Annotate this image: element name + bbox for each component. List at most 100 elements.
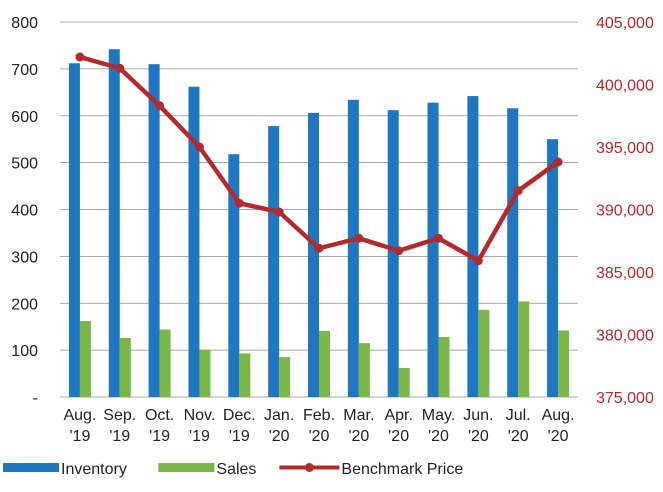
sales-bar (398, 367, 410, 397)
inventory-bar (507, 108, 519, 397)
x-axis-month-label: Nov. (184, 407, 216, 424)
x-axis-month-label: Sep. (103, 407, 136, 424)
x-axis-month-label: Feb. (303, 407, 335, 424)
x-axis-tick-label: Jun. '20 (463, 407, 493, 445)
sales-bar (199, 349, 211, 397)
right-axis-tick-label: 380,000 (596, 328, 654, 345)
right-axis: 375,000 380,000 385,000 390,000 395,000 400,0… (596, 15, 654, 407)
benchmark-price-point (394, 246, 404, 256)
sales-bar (159, 329, 171, 397)
sales-bar (478, 309, 490, 397)
benchmark-price-point (314, 243, 324, 253)
benchmark-price-point (234, 198, 244, 208)
benchmark-price-point (75, 52, 85, 62)
benchmark-price-point (274, 207, 284, 217)
legend-item-inventory: Inventory (3, 461, 127, 478)
right-axis-tick-label: 395,000 (596, 140, 654, 157)
x-axis-tick-label: May. '20 (422, 407, 455, 445)
legend-marker (304, 463, 314, 472)
right-axis-tick-label: 385,000 (596, 265, 654, 282)
inventory-bar (547, 139, 559, 397)
x-axis-tick-label: Jul. '20 (506, 407, 531, 445)
right-axis-tick-label: 405,000 (596, 15, 654, 32)
sales-bar (119, 337, 131, 397)
inventory-bar (387, 110, 399, 397)
inventory-bar (308, 112, 319, 397)
inventory-bar (347, 99, 359, 397)
price-line (75, 52, 563, 266)
benchmark-price-point (513, 186, 523, 196)
x-axis-year-label: '20 (388, 428, 409, 445)
sales-bar (239, 353, 251, 397)
x-axis-month-label: Jul. (506, 407, 531, 424)
sales-bar (558, 330, 570, 397)
left-axis-tick-label: 200 (11, 296, 38, 313)
x-axis-tick-label: Jan. '20 (264, 407, 294, 445)
inventory-bar (228, 154, 240, 397)
sales-bar (79, 321, 91, 397)
x-axis-year-label: '19 (229, 428, 250, 445)
legend: Inventory Sales Benchmark Price (3, 461, 463, 478)
left-axis-tick-label: 400 (11, 203, 38, 220)
sales-bar (518, 301, 530, 397)
legend-label: Sales (216, 461, 256, 478)
x-axis-year-label: '20 (548, 428, 569, 445)
left-axis-tick-label: - (33, 390, 38, 407)
inventory-bar (68, 63, 80, 397)
legend-swatch (158, 463, 215, 472)
inventory-bar (467, 96, 479, 397)
x-axis-tick-label: Aug. '19 (63, 407, 96, 445)
x-axis-tick-label: Nov. '19 (184, 407, 216, 445)
inventory-bar (427, 102, 439, 397)
left-axis: - 100 200 300 400 500 600 700 800 (11, 15, 38, 407)
x-axis-month-label: Jun. (463, 407, 493, 424)
x-axis-tick-label: Mar. '20 (343, 407, 374, 445)
x-axis-year-label: '19 (189, 428, 210, 445)
x-axis-year-label: '19 (149, 428, 170, 445)
right-axis-tick-label: 390,000 (596, 203, 654, 220)
left-axis-tick-label: 300 (11, 249, 38, 266)
x-axis-year-label: '19 (109, 428, 130, 445)
left-axis-tick-label: 700 (11, 62, 38, 79)
sales-bar (319, 330, 330, 397)
x-axis-tick-label: Aug. '20 (542, 407, 575, 445)
right-axis-tick-label: 375,000 (596, 390, 654, 407)
x-axis-tick-label: Feb. '20 (303, 407, 335, 445)
sales-bar (279, 357, 291, 397)
benchmark-price-point (473, 256, 483, 266)
x-axis-year-label: '20 (508, 428, 529, 445)
benchmark-price-point (553, 157, 563, 167)
inventory-bar (268, 126, 280, 397)
inventory-bar (108, 49, 120, 397)
legend-item-sales: Sales (158, 461, 256, 478)
benchmark-price-point (155, 101, 165, 111)
inventory-bar (188, 86, 200, 397)
x-axis-month-label: Oct. (145, 407, 174, 424)
legend-label: Inventory (61, 461, 127, 478)
x-axis-year-label: '20 (269, 428, 290, 445)
benchmark-price-point (434, 233, 444, 243)
x-axis: Aug. '19 Sep. '19 Oct. '19 Nov. '19 Dec. '19 Jan. '… (63, 407, 574, 445)
sales-bar (438, 337, 450, 397)
legend-item-benchmark-price: Benchmark Price (279, 461, 463, 478)
x-axis-month-label: Dec. (223, 407, 256, 424)
x-axis-month-label: Apr. (384, 407, 412, 424)
benchmark-price-point (354, 233, 364, 243)
x-axis-year-label: '20 (309, 428, 330, 445)
x-axis-year-label: '20 (468, 428, 489, 445)
x-axis-tick-label: Apr. '20 (384, 407, 412, 445)
x-axis-month-label: May. (422, 407, 455, 424)
x-axis-month-label: Aug. (63, 407, 96, 424)
benchmark-price-point (194, 142, 204, 152)
x-axis-year-label: '20 (428, 428, 449, 445)
benchmark-price-point (115, 63, 125, 73)
x-axis-year-label: '20 (348, 428, 369, 445)
left-axis-tick-label: 800 (11, 15, 38, 32)
x-axis-tick-label: Dec. '19 (223, 407, 256, 445)
left-axis-tick-label: 600 (11, 109, 38, 126)
x-axis-tick-label: Oct. '19 (145, 407, 174, 445)
x-axis-month-label: Mar. (343, 407, 374, 424)
x-axis-tick-label: Sep. '19 (103, 407, 136, 445)
